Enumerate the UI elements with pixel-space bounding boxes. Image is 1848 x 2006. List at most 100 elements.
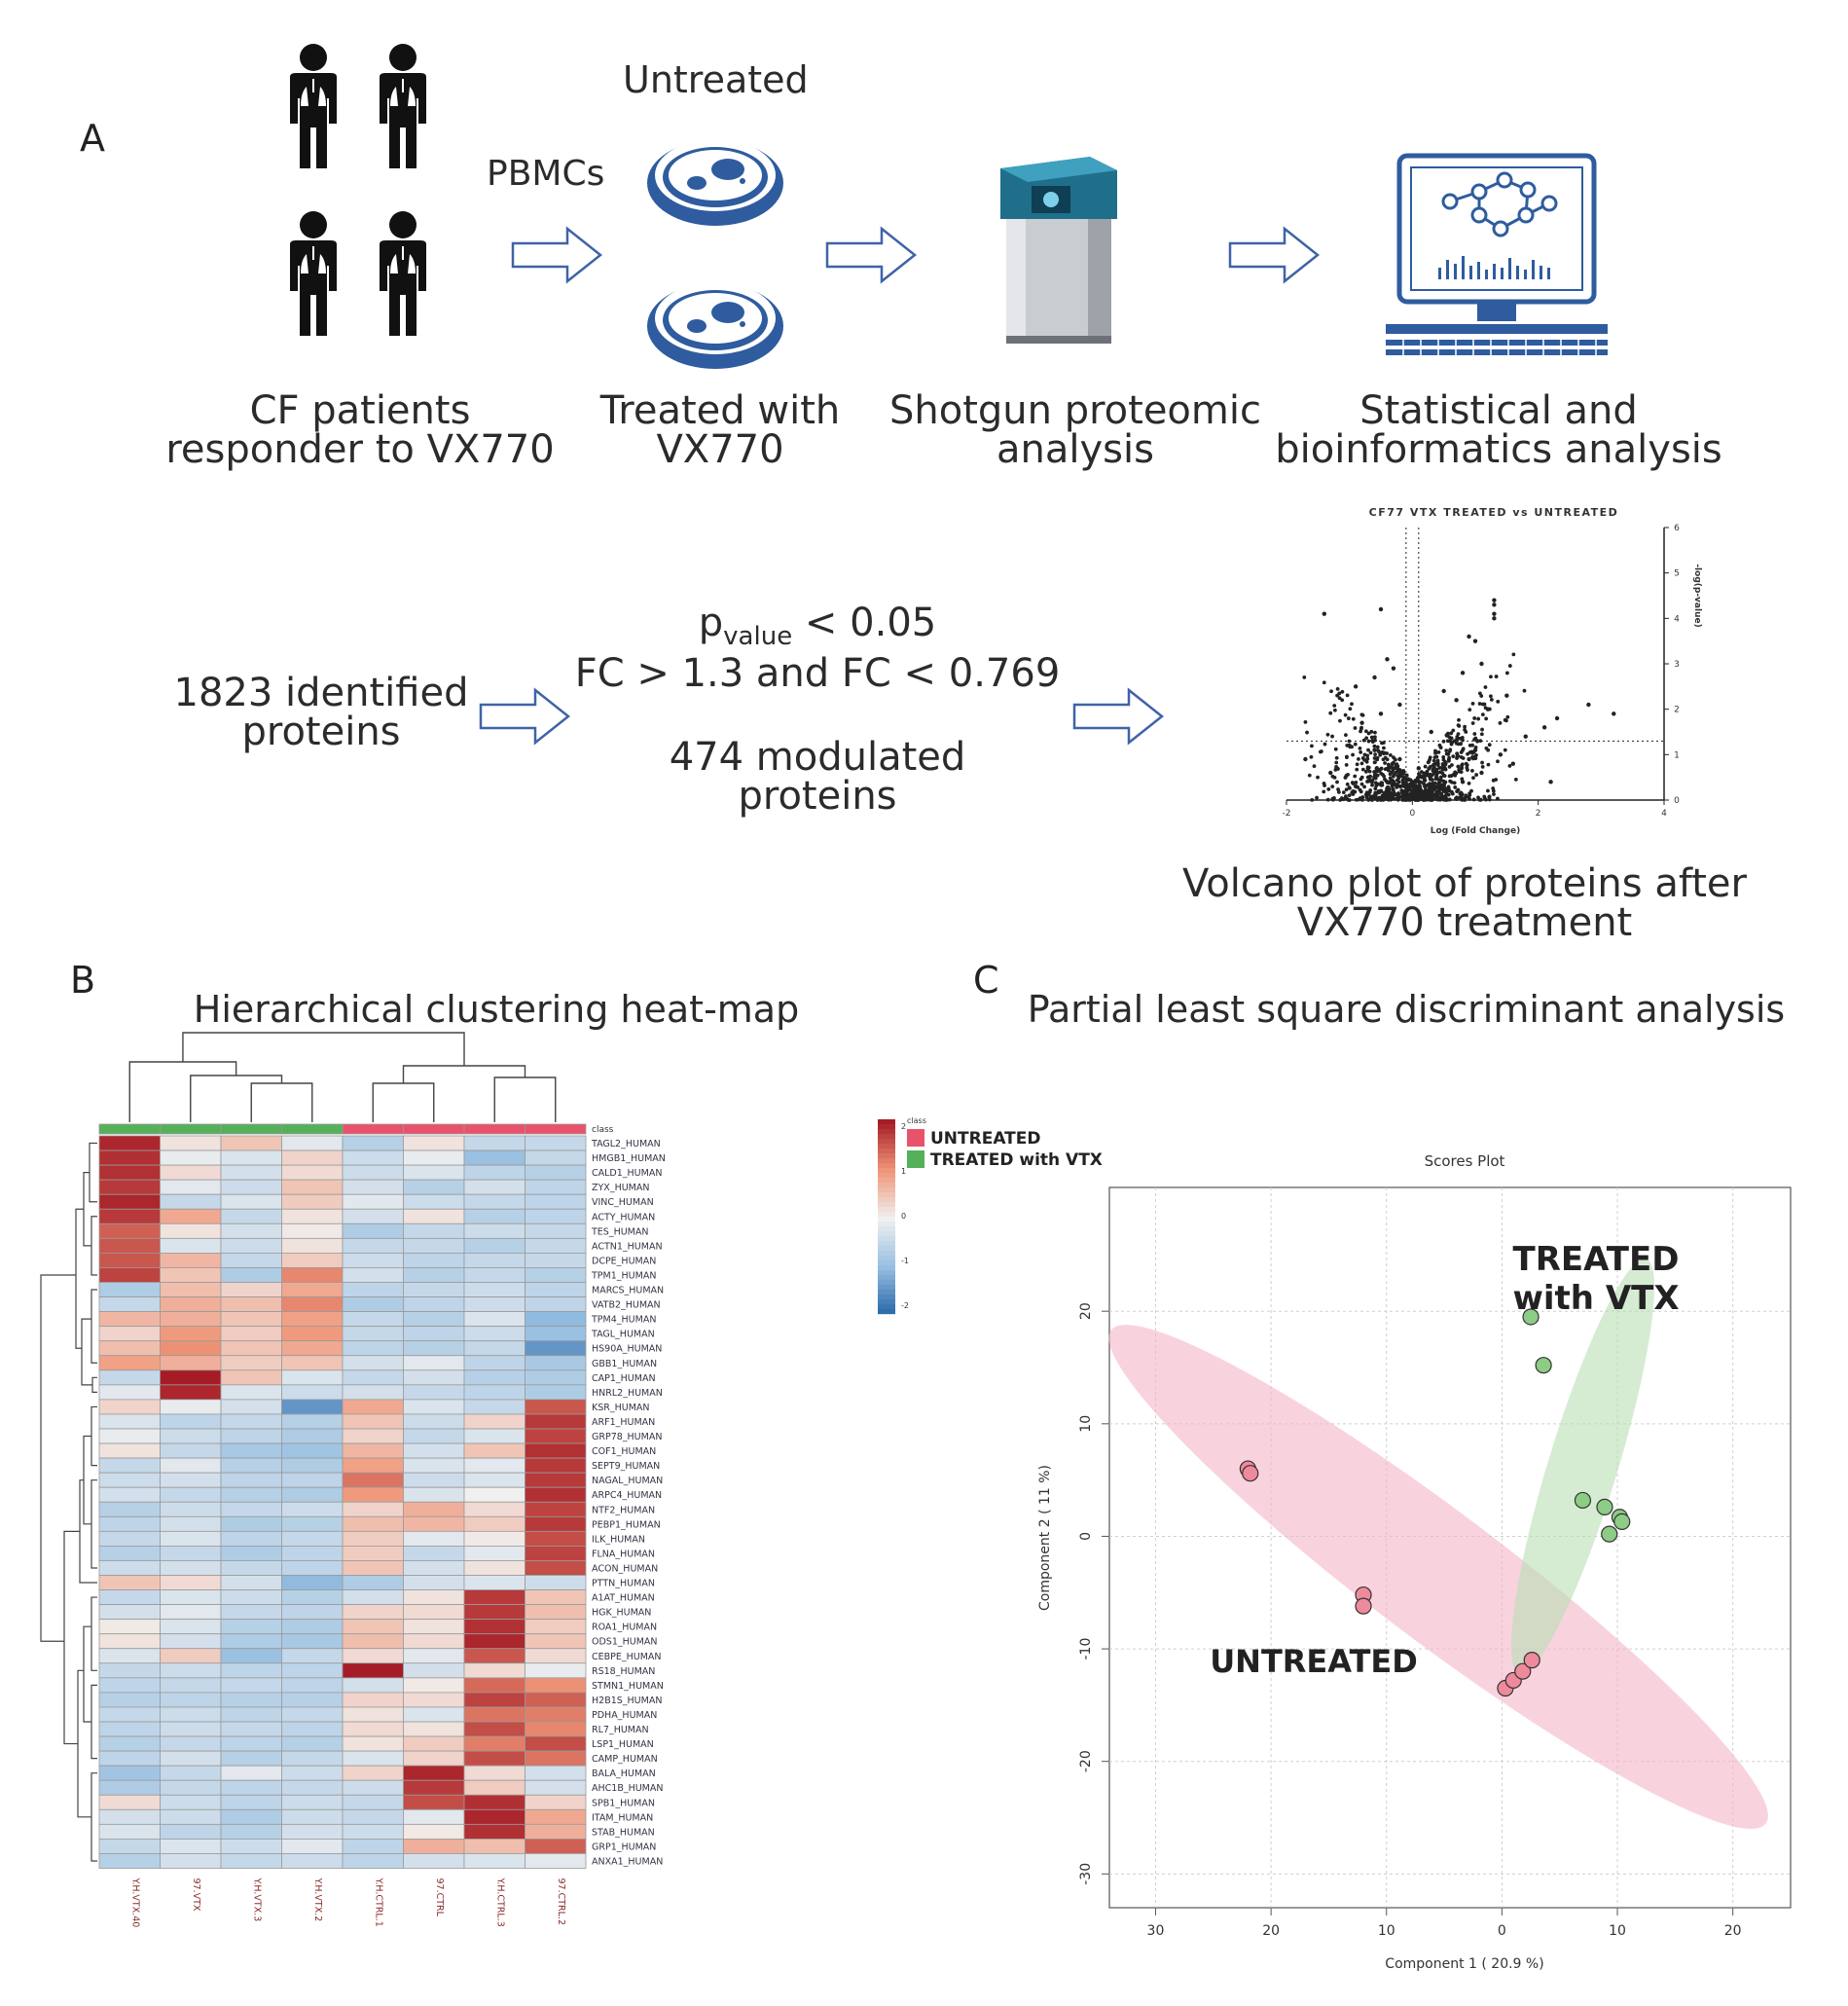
volcano-point [1441,755,1446,759]
volcano-point [1387,765,1392,770]
volcano-point [1441,784,1446,788]
volcano-point [1382,751,1386,756]
heatmap-cell [281,1237,344,1254]
heatmap-cell [403,1311,465,1328]
volcano-point [1480,702,1485,707]
heatmap-row-label: FLNA_HUMAN [592,1549,655,1559]
heatmap-column-label: Y.H.CTRL.1 [373,1878,383,1927]
heatmap-cell [281,1311,344,1328]
panel-a-label: A [80,117,105,160]
heatmap-row-label: ACTN1_HUMAN [592,1241,663,1252]
volcano-point [1431,781,1435,785]
volcano-point [1382,746,1386,750]
volcano-point [1404,797,1409,802]
volcano-point [1344,733,1348,738]
plsda-x-tick-label: 20 [1724,1923,1742,1939]
heatmap-cell [403,1839,465,1854]
heatmap-cell [342,1546,404,1561]
volcano-point [1492,602,1497,607]
heatmap-class-cell [281,1123,344,1135]
heatmap-cell [463,1515,525,1532]
heatmap-cell [98,1267,161,1283]
volcano-point [1345,797,1350,801]
volcano-point [1397,768,1402,772]
heatmap-row-label: ARF1_HUMAN [592,1417,655,1428]
volcano-x-tick-label: 4 [1661,809,1667,819]
volcano-point [1351,716,1356,721]
heatmap-cell [220,1340,282,1357]
pbmcs-label: PBMCs [487,154,605,194]
volcano-point [1446,792,1451,797]
heatmap-cell [281,1267,344,1283]
heatmap-row-label: ODS1_HUMAN [592,1637,658,1648]
volcano-point [1344,794,1348,799]
heatmap-cell [525,1355,587,1371]
heatmap-cell [98,1457,161,1474]
heatmap-cell [525,1282,587,1297]
heatmap-cell [160,1589,222,1605]
heatmap-cell [463,1208,525,1224]
heatmap-cell [281,1282,344,1297]
heatmap-cell [220,1472,282,1488]
heatmap-cell [525,1633,587,1650]
volcano-point [1471,797,1476,802]
heatmap-cell [220,1721,282,1737]
volcano-point [1359,761,1364,766]
heatmap-row-label: ZYX_HUMAN [592,1183,649,1193]
volcano-point [1479,732,1484,737]
heatmap-row-label: MARCS_HUMAN [592,1286,664,1296]
volcano-point [1391,779,1395,783]
volcano-point [1460,762,1465,767]
heatmap-cell [342,1193,404,1210]
heatmap-cell [525,1823,587,1840]
volcano-point [1433,782,1437,785]
heatmap-cell [98,1706,161,1723]
volcano-point [1353,774,1358,779]
heatmap-cell [98,1662,161,1679]
heatmap-cell [220,1457,282,1474]
plsda-x-tick-label: 20 [1262,1923,1280,1939]
heatmap-cell [403,1442,465,1459]
heatmap-cell [525,1648,587,1664]
volcano-point [1424,797,1429,802]
step4-line2: bioinformatics analysis [1275,427,1722,472]
volcano-point [1326,786,1331,791]
heatmap-row-label: STMN1_HUMAN [592,1681,664,1692]
arrow-4 [479,687,571,746]
heatmap-cell [525,1692,587,1708]
heatmap-cell [463,1765,525,1781]
heatmap-cell [281,1765,344,1781]
volcano-point [1404,773,1409,778]
volcano-point [1372,748,1377,752]
volcano-point [1505,714,1510,719]
heatmap-cell [98,1179,161,1195]
heatmap-colorscale-step [878,1139,895,1145]
volcano-point [1483,706,1488,711]
volcano-point [1370,780,1374,784]
volcano-point [1463,724,1467,729]
heatmap-cell [160,1575,222,1590]
heatmap-cell [98,1222,161,1239]
heatmap-colorscale-label: -2 [901,1301,909,1310]
heatmap-cell [281,1530,344,1547]
volcano-point [1498,752,1504,757]
volcano-point [1429,789,1433,794]
modulated-line2: proteins [738,774,897,819]
plsda-point-treated [1596,1498,1613,1515]
heatmap-cell [342,1648,404,1664]
arrow-3 [1228,226,1321,284]
volcano-point [1360,797,1364,802]
heatmap-cell [220,1486,282,1503]
heatmap-cell [463,1164,525,1181]
volcano-point [1346,716,1351,720]
heatmap-cell [160,1648,222,1664]
volcano-point [1496,699,1501,704]
heatmap-cell [463,1472,525,1488]
volcano-point [1338,798,1343,802]
volcano-point [1378,711,1384,716]
volcano-point [1334,764,1338,769]
volcano-point [1460,765,1464,770]
volcano-point [1492,792,1496,796]
volcano-point [1454,797,1459,801]
volcano-point [1376,796,1380,801]
